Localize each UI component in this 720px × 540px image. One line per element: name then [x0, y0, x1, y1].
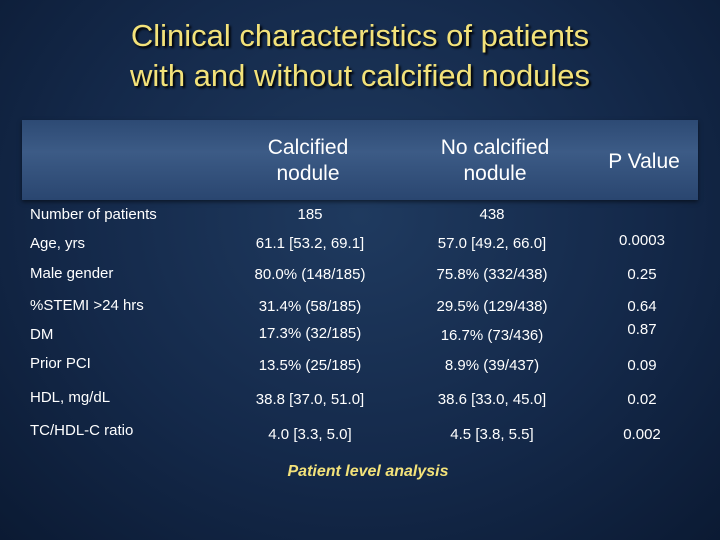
cell-calcified: 185 [297, 206, 323, 223]
cell-no-calcified: 16.7% (73/436) [440, 327, 544, 344]
cell-calcified: 61.1 [53.2, 69.1] [255, 235, 365, 252]
cell-no-calcified: 4.5 [3.8, 5.5] [450, 426, 534, 443]
row-label: Number of patients [30, 206, 157, 223]
row-label: %STEMI >24 hrs [30, 297, 144, 314]
row-label: TC/HDL-C ratio [30, 422, 134, 439]
column-header-calcified: Calcified nodule [267, 136, 349, 185]
slide-title: Clinical characteristics of patients wit… [0, 16, 720, 96]
row-label: HDL, mg/dL [30, 389, 111, 406]
table-header-band [22, 120, 698, 200]
cell-p-value: 0.87 [627, 321, 657, 338]
cell-no-calcified: 438 [479, 206, 505, 223]
row-label: DM [30, 326, 54, 343]
cell-p-value: 0.25 [627, 266, 657, 283]
cell-no-calcified: 75.8% (332/438) [436, 266, 548, 283]
cell-calcified: 4.0 [3.3, 5.0] [268, 426, 352, 443]
cell-p-value: 0.002 [623, 426, 661, 443]
cell-no-calcified: 57.0 [49.2, 66.0] [437, 235, 547, 252]
cell-calcified: 31.4% (58/185) [258, 298, 362, 315]
cell-calcified: 80.0% (148/185) [254, 266, 366, 283]
cell-calcified: 13.5% (25/185) [258, 357, 362, 374]
row-label: Prior PCI [30, 355, 91, 372]
cell-calcified: 17.3% (32/185) [258, 325, 362, 342]
title-line-1: Clinical characteristics of patients [130, 18, 590, 53]
cell-no-calcified: 38.6 [33.0, 45.0] [437, 391, 547, 408]
cell-calcified: 38.8 [37.0, 51.0] [255, 391, 365, 408]
row-label: Male gender [30, 265, 114, 282]
column-header-p-value: P Value [608, 150, 680, 173]
column-header-no-calcified: No calcified nodule [440, 136, 550, 185]
footer-note: Patient level analysis [287, 463, 449, 480]
cell-no-calcified: 29.5% (129/438) [436, 298, 548, 315]
title-line-2: with and without calcified nodules [129, 58, 591, 93]
cell-p-value: 0.64 [627, 298, 657, 315]
cell-p-value: 0.02 [627, 391, 657, 408]
cell-p-value: 0.0003 [619, 232, 665, 249]
row-label: Age, yrs [30, 235, 86, 252]
cell-no-calcified: 8.9% (39/437) [444, 357, 540, 374]
cell-p-value: 0.09 [627, 357, 657, 374]
